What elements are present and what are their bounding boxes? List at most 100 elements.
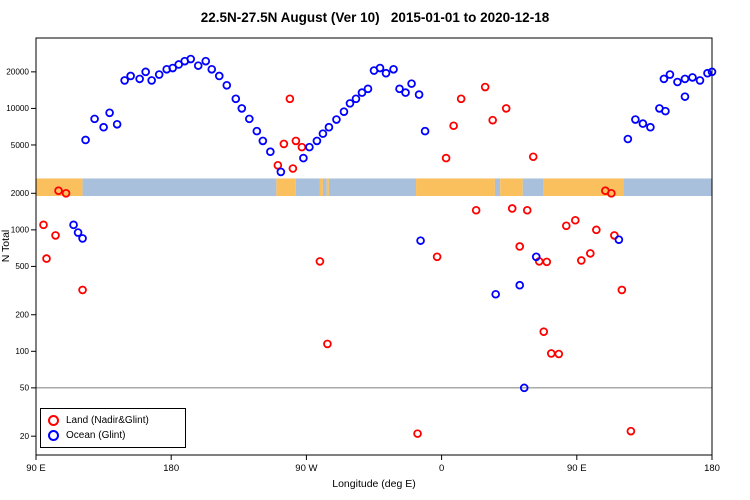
data-point-ocean — [312, 136, 322, 146]
data-point-ocean — [324, 122, 334, 132]
data-point-ocean — [126, 71, 135, 81]
x-tick-label: 180 — [704, 463, 720, 474]
data-point-ocean — [69, 220, 78, 230]
plot-border — [35, 37, 713, 456]
data-point-ocean — [680, 92, 690, 101]
y-axis-label: N Total — [0, 229, 12, 263]
data-point-ocean — [339, 107, 349, 116]
data-point-ocean — [318, 129, 328, 138]
data-point-land — [54, 186, 63, 196]
data-point-ocean — [695, 76, 705, 85]
data-point-ocean — [112, 119, 122, 129]
data-point-land — [285, 94, 295, 104]
data-point-ocean — [214, 71, 224, 81]
x-tick-label: 0 — [439, 463, 444, 474]
data-point-land — [78, 285, 87, 295]
data-point-ocean — [375, 63, 385, 73]
band-segment-land — [543, 178, 624, 197]
y-tick-label: 500 — [15, 262, 29, 271]
data-point-ocean — [73, 228, 83, 237]
band-segment-ocean — [322, 178, 327, 197]
data-point-ocean — [299, 153, 308, 163]
data-point-land — [515, 242, 525, 251]
x-tick-label: 90 E — [567, 463, 587, 474]
data-point-land — [297, 142, 307, 152]
data-point-ocean — [266, 147, 275, 157]
data-point-land — [554, 349, 564, 359]
data-point-ocean — [135, 74, 144, 84]
band-segment-ocean — [494, 178, 501, 197]
y-tick-label: 1000 — [11, 226, 30, 235]
data-point-land — [441, 153, 451, 163]
data-point-ocean — [90, 114, 99, 124]
band-segment-land — [416, 178, 495, 197]
data-point-land — [51, 231, 60, 240]
data-point-ocean — [252, 126, 262, 136]
data-point-ocean — [614, 235, 624, 244]
y-tick-label: 5000 — [11, 141, 30, 150]
data-point-ocean — [638, 119, 648, 128]
data-point-land — [617, 285, 627, 295]
data-point-ocean — [420, 126, 430, 136]
y-tick-label: 20 — [20, 432, 30, 441]
data-point-ocean — [201, 56, 211, 66]
data-point-ocean — [105, 108, 114, 118]
data-point-land — [480, 82, 490, 92]
data-point-land — [610, 231, 619, 240]
data-point-ocean — [673, 77, 682, 87]
legend-marker-land-icon — [48, 415, 59, 426]
data-point-ocean — [351, 94, 361, 104]
data-point-ocean — [357, 88, 367, 97]
legend-marker-ocean-icon — [48, 430, 59, 441]
data-point-land — [501, 104, 511, 113]
data-point-ocean — [237, 104, 247, 113]
data-point-land — [577, 256, 586, 265]
data-point-ocean — [665, 70, 675, 79]
data-point-ocean — [407, 79, 416, 88]
data-point-ocean — [414, 90, 424, 99]
x-tick-label: 90 E — [26, 463, 46, 474]
y-tick-label: 10000 — [6, 104, 29, 113]
data-point-land — [39, 220, 48, 230]
band-segment-ocean — [623, 178, 712, 197]
data-point-ocean — [81, 135, 90, 145]
data-point-ocean — [276, 167, 286, 177]
data-point-land — [456, 94, 466, 104]
x-tick-label: 90 W — [295, 463, 317, 474]
data-point-land — [471, 205, 481, 215]
data-point-ocean — [345, 99, 355, 108]
data-point-ocean — [688, 73, 697, 82]
y-tick-label: 20000 — [6, 68, 29, 77]
data-point-ocean — [416, 236, 425, 245]
band-segment-ocean — [522, 178, 544, 197]
data-point-land — [542, 257, 552, 267]
legend-label-ocean: Ocean (Glint) — [66, 430, 126, 441]
data-point-ocean — [631, 115, 640, 124]
data-point-ocean — [703, 68, 712, 78]
band-segment-land — [319, 178, 323, 197]
band-segment-ocean — [82, 178, 277, 197]
band-segment-ocean — [328, 178, 417, 197]
data-point-land — [323, 339, 332, 349]
data-point-ocean — [332, 115, 341, 124]
y-tick-label: 2000 — [11, 189, 30, 198]
data-point-ocean — [519, 383, 529, 393]
data-point-ocean — [661, 106, 670, 116]
data-point-ocean — [381, 68, 391, 78]
data-point-land — [432, 252, 442, 262]
data-point-ocean — [154, 70, 164, 79]
data-point-land — [61, 188, 71, 198]
data-point-ocean — [147, 76, 156, 85]
chart-title: 22.5N-27.5N August (Ver 10) 2015-01-01 t… — [200, 10, 550, 25]
data-point-ocean — [707, 67, 717, 77]
data-point-land — [488, 115, 497, 125]
data-point-land — [586, 249, 595, 258]
data-point-ocean — [207, 64, 217, 74]
data-point-ocean — [491, 289, 500, 299]
data-point-ocean — [258, 136, 268, 146]
data-point-land — [546, 349, 556, 358]
data-point-ocean — [363, 84, 373, 94]
data-point-land — [413, 429, 422, 438]
